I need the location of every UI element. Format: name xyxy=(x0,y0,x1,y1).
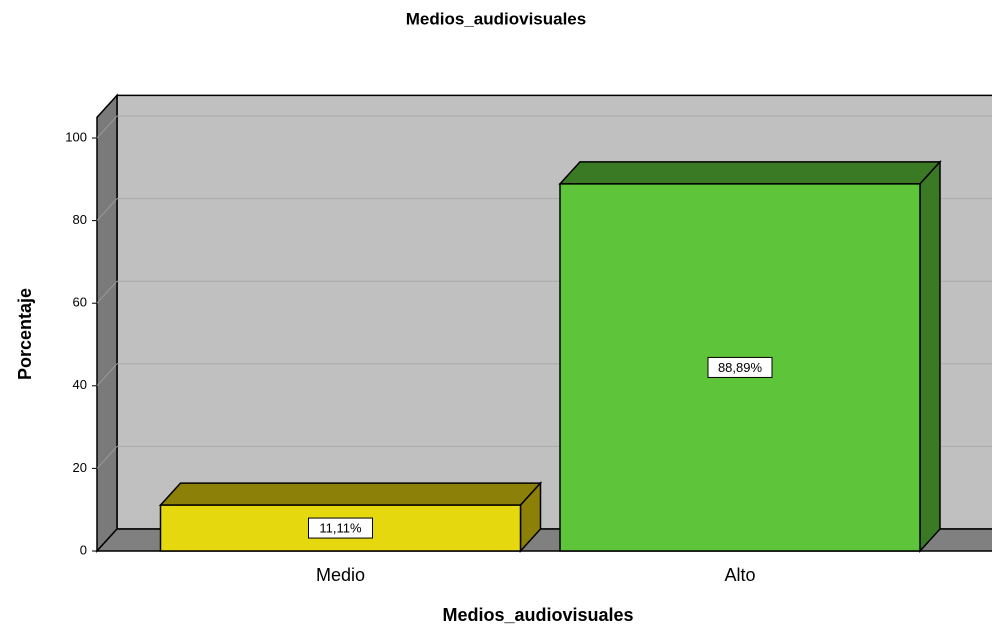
x-axis-title: Medios_audiovisuales xyxy=(442,605,633,625)
x-tick-label: Alto xyxy=(724,565,755,585)
data-label-box xyxy=(707,356,773,378)
grid-line xyxy=(96,115,118,139)
y-tick-label: 40 xyxy=(73,377,87,392)
chart-title: Medios_audiovisuales xyxy=(406,9,586,28)
y-axis-title: Porcentaje xyxy=(15,288,35,380)
y-tick-label: 100 xyxy=(65,129,87,144)
y-tick-label: 0 xyxy=(80,542,87,557)
bar-side xyxy=(919,159,941,553)
grid-line xyxy=(96,446,118,469)
bar-top xyxy=(558,161,942,185)
y-tick-label: 80 xyxy=(73,212,87,227)
grid-line xyxy=(96,280,118,304)
y-tick-label: 20 xyxy=(73,460,87,475)
y-tick-label: 60 xyxy=(73,295,87,310)
grid-line xyxy=(96,363,118,387)
data-label-box xyxy=(308,517,373,539)
grid-line xyxy=(96,198,118,221)
left-wall xyxy=(96,93,118,553)
data-label: 11,11% xyxy=(319,520,362,535)
bar-top xyxy=(158,482,543,506)
x-tick-label: Medio xyxy=(316,565,365,585)
data-label: 88,89% xyxy=(718,360,763,375)
